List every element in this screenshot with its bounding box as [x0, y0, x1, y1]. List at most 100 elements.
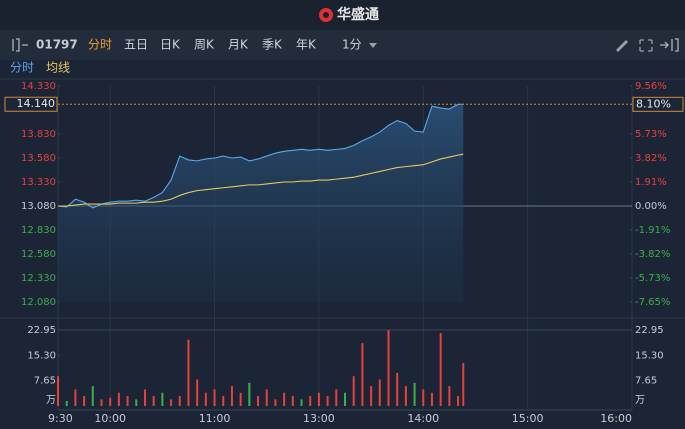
y-tick-label: 13.580 — [21, 153, 56, 164]
volume-bar — [378, 379, 381, 406]
y-tick-label: 14.330 — [21, 81, 56, 92]
volume-bar — [439, 333, 442, 406]
collapse-icon[interactable] — [12, 38, 28, 52]
volume-bar — [335, 389, 338, 406]
tab[interactable]: 分时 — [88, 38, 112, 52]
subtab-avg[interactable]: 均线 — [46, 61, 70, 75]
volume-tick-label: 22.95 — [27, 325, 56, 336]
last-price-label: 14.140 — [17, 97, 56, 110]
volume-bar — [462, 362, 465, 406]
volume-bar — [344, 392, 346, 406]
volume-bar — [317, 392, 320, 406]
fullscreen-icon[interactable] — [639, 39, 653, 52]
subtab-time[interactable]: 分时 — [10, 61, 34, 75]
volume-bar — [83, 396, 86, 406]
volume-bar — [135, 399, 138, 406]
volume-bar — [126, 396, 129, 406]
y-tick-label: 12.080 — [21, 297, 56, 308]
tab[interactable]: 五日 — [124, 38, 148, 52]
volume-bar — [283, 392, 286, 406]
y2-tick-label: -1.91% — [635, 225, 670, 236]
volume-tick-label: 7.65 — [34, 376, 56, 387]
y-tick-label: 13.080 — [21, 201, 56, 212]
x-tick-label: 13:00 — [303, 412, 335, 425]
volume-bar — [291, 396, 294, 406]
toolbar — [0, 30, 685, 60]
volume-bar — [448, 386, 451, 406]
y2-tick-label: 5.73% — [635, 129, 667, 140]
volume-bar — [143, 389, 146, 406]
volume-bar — [204, 392, 207, 406]
app-title: 华盛通 — [337, 6, 379, 23]
volume-bar — [65, 401, 68, 406]
price-area — [58, 104, 464, 303]
volume-bar — [274, 399, 277, 406]
y-tick-label: 12.830 — [21, 225, 56, 236]
x-tick-label: 16:00 — [600, 412, 632, 425]
title-bar — [0, 0, 685, 30]
last-price-box — [4, 96, 58, 112]
y2-tick-label: -7.65% — [635, 297, 670, 308]
volume-bar — [170, 399, 173, 406]
tab[interactable]: 周K — [194, 38, 215, 52]
tab[interactable]: 年K — [296, 38, 317, 52]
stock-code: 01797 — [36, 38, 78, 52]
tab[interactable]: 月K — [228, 38, 249, 52]
volume-bar — [178, 396, 181, 406]
volume-bar — [352, 376, 355, 406]
volume-bar — [91, 386, 94, 406]
draw-icon[interactable] — [616, 40, 628, 52]
volume-bar — [74, 389, 77, 406]
volume-bar — [196, 379, 199, 406]
volume-bar — [213, 389, 216, 406]
x-tick-label: 15:00 — [512, 412, 544, 425]
volume-bar — [248, 382, 251, 406]
volume-bar — [257, 396, 260, 406]
volume-bar — [396, 372, 399, 406]
volume-bar — [300, 399, 303, 406]
volume-tick-label: 22.95 — [635, 325, 664, 336]
volume-bar — [457, 396, 460, 406]
volume-unit: 万 — [635, 395, 645, 406]
dropdown-arrow[interactable] — [369, 43, 377, 48]
volume-bar — [230, 386, 233, 406]
volume-tick-label: 15.30 — [27, 350, 56, 361]
volume-bar — [109, 397, 112, 406]
series-line — [58, 153, 464, 207]
tab[interactable]: 日K — [160, 38, 181, 52]
volume-bar — [187, 339, 190, 406]
volume-bar — [117, 392, 120, 406]
tab[interactable]: 季K — [262, 38, 283, 52]
volume-bar — [239, 392, 242, 406]
volume-bar — [100, 399, 103, 406]
volume-tick-label: 15.30 — [635, 350, 664, 361]
volume-bar — [152, 396, 155, 406]
volume-bar — [413, 382, 416, 406]
y2-tick-label: 0.00% — [635, 201, 667, 212]
x-tick-label: 9:30 — [48, 412, 73, 425]
volume-bar — [404, 386, 407, 406]
y-tick-label: 13.330 — [21, 177, 56, 188]
expand-icon[interactable] — [660, 38, 679, 52]
y2-tick-label: -5.73% — [635, 273, 670, 284]
volume-bar — [430, 392, 433, 406]
y2-tick-label: 9.56% — [635, 81, 667, 92]
last-change-label: 8.10% — [636, 97, 671, 110]
interval[interactable]: 1分 — [342, 38, 362, 52]
volume-bar — [387, 330, 390, 406]
volume-bar — [222, 396, 225, 406]
volume-bar — [370, 386, 373, 406]
volume-bar — [57, 376, 59, 406]
volume-bar — [265, 389, 268, 406]
x-tick-label: 14:00 — [407, 412, 439, 425]
x-tick-label: 11:00 — [199, 412, 231, 425]
last-change-box — [632, 96, 684, 112]
volume-bar — [361, 343, 364, 406]
series-line — [57, 103, 464, 209]
volume-bar — [326, 396, 329, 406]
volume-unit: 万 — [46, 395, 56, 406]
y-tick-label: 12.330 — [21, 273, 56, 284]
volume-bar — [309, 396, 312, 406]
